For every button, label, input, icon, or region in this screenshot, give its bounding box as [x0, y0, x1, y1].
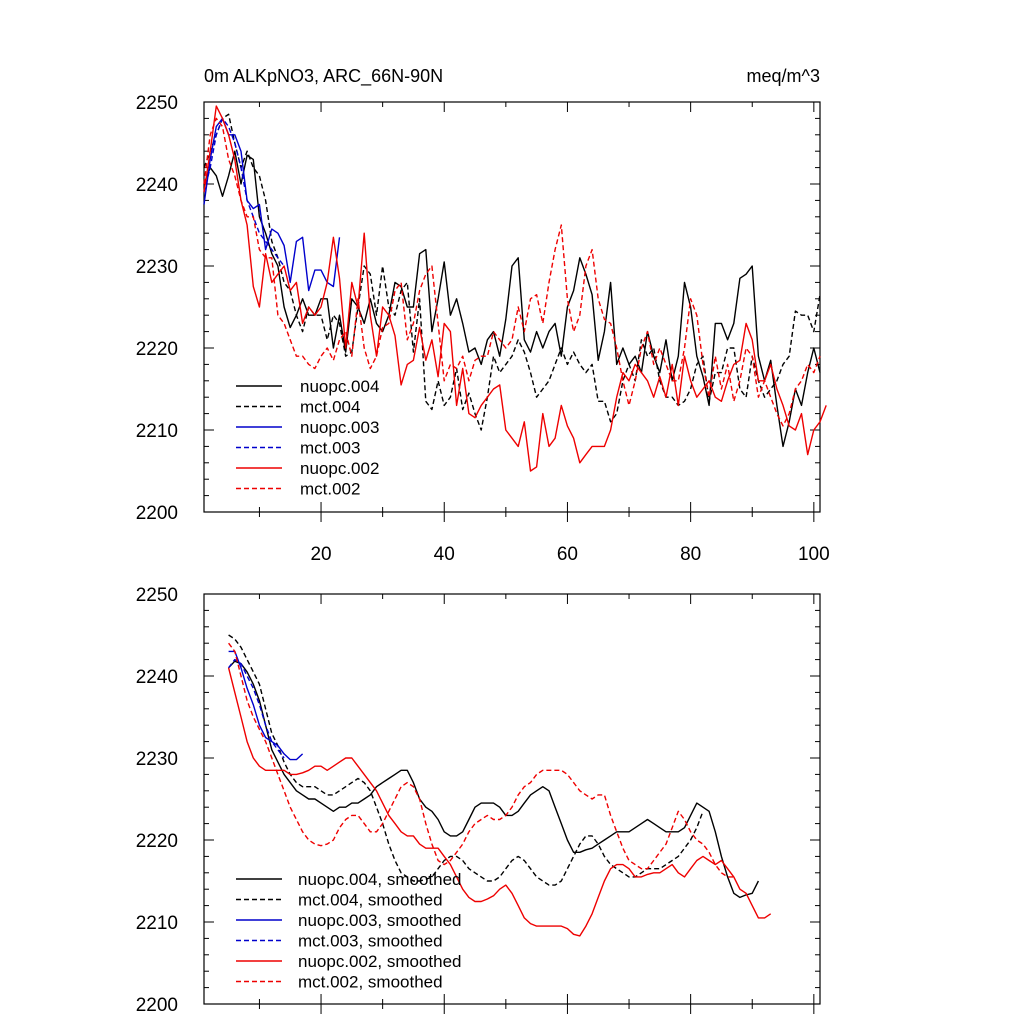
y-tick-label: 2250	[136, 93, 178, 114]
legend-label: mct.004	[300, 398, 360, 417]
series-line-mct-003	[203, 117, 285, 267]
chart-2-panel: 2200 2210 2220 2230 2240 2250 nuopc.004, smoot…	[136, 585, 821, 1016]
legend-label: mct.002, smoothed	[298, 973, 443, 992]
series-line-nuopc-002	[203, 105, 827, 472]
x-tick-label: 80	[680, 544, 701, 565]
series-line-nuopc-002-smoothed	[227, 667, 772, 937]
legend-label: nuopc.004, smoothed	[298, 870, 462, 889]
series-line-nuopc-004	[203, 150, 821, 448]
x-tick-label: 60	[557, 544, 578, 565]
y-tick-label: 2210	[136, 913, 178, 934]
y-tick-label: 2200	[136, 503, 178, 524]
legend-label: nuopc.002, smoothed	[298, 952, 462, 971]
y-tick-label: 2200	[136, 995, 178, 1016]
y-tick-label: 2250	[136, 585, 178, 606]
x-tick-label: 100	[798, 544, 830, 565]
series-line-mct-002-smoothed	[228, 642, 734, 878]
series-line-nuopc-003-smoothed	[228, 650, 304, 761]
chart-1-title-right: meq/m^3	[747, 66, 820, 86]
series-line-mct-004	[203, 113, 821, 431]
legend-label: nuopc.004	[300, 377, 379, 396]
x-tick-label: 20	[310, 544, 331, 565]
y-tick-label: 2220	[136, 831, 178, 852]
legend-label: mct.003	[300, 439, 360, 458]
series-line-mct-004-smoothed	[228, 634, 704, 886]
legend-label: mct.004, smoothed	[298, 891, 443, 910]
y-tick-label: 2240	[136, 667, 178, 688]
series-line-mct-002	[203, 117, 821, 427]
legend-label: mct.003, smoothed	[298, 932, 443, 951]
x-tick-label: 40	[434, 544, 455, 565]
legend-label: mct.002	[300, 480, 360, 499]
y-tick-label: 2240	[136, 175, 178, 196]
series-line-nuopc-003	[203, 117, 341, 292]
y-tick-label: 2210	[136, 421, 178, 442]
chart-1-panel: 2200 2210 2220 2230 2240 2250 20 40 60 80 100 nuopc…	[136, 93, 830, 565]
plot-frame	[203, 593, 821, 1005]
chart-1-title-left: 0m ALKpNO3, ARC_66N-90N	[204, 66, 443, 87]
y-tick-label: 2220	[136, 339, 178, 360]
series-line-mct-003-smoothed	[228, 658, 285, 759]
plot-frame	[203, 101, 821, 513]
legend-label: nuopc.003, smoothed	[298, 911, 462, 930]
legend-label: nuopc.002	[300, 459, 379, 478]
y-tick-label: 2230	[136, 749, 178, 770]
series-line-nuopc-004-smoothed	[228, 660, 760, 899]
legend-label: nuopc.003	[300, 418, 379, 437]
y-tick-label: 2230	[136, 257, 178, 278]
